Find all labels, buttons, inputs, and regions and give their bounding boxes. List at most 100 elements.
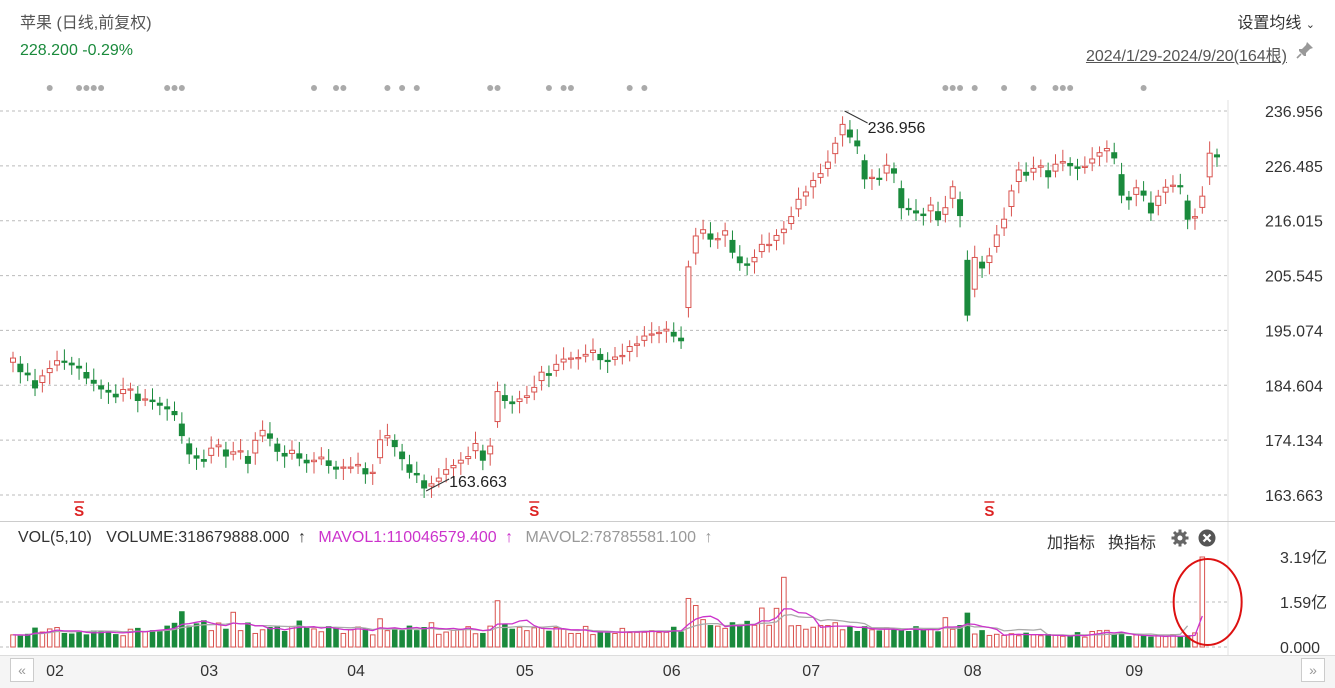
- candle: [384, 423, 391, 447]
- volume-tick-label: 1.59亿: [1280, 594, 1327, 612]
- volume-bar: [1177, 636, 1184, 648]
- event-marker: [384, 85, 391, 91]
- candle: [1199, 186, 1206, 214]
- candle: [333, 460, 340, 480]
- candle-body: [1103, 147, 1110, 152]
- pin-icon[interactable]: [1295, 40, 1315, 60]
- volume-bar: [1074, 632, 1081, 648]
- volume-bar: [164, 625, 170, 648]
- event-marker: [545, 85, 552, 91]
- candle: [560, 347, 567, 371]
- price-tick-label: 174.134: [1265, 433, 1323, 450]
- candle: [105, 382, 112, 404]
- candle: [670, 322, 677, 343]
- candle-body: [333, 466, 340, 470]
- close-icon[interactable]: [1198, 529, 1216, 547]
- candle: [1206, 141, 1213, 185]
- event-marker: [413, 85, 420, 91]
- candle-body: [714, 238, 721, 241]
- event-marker: [340, 85, 347, 91]
- candle-body: [949, 186, 956, 199]
- volume-bar: [281, 630, 288, 648]
- volume-bar: [391, 629, 398, 648]
- candle: [1015, 161, 1022, 194]
- scroll-right-button[interactable]: »: [1301, 658, 1325, 682]
- event-marker: [1030, 85, 1037, 91]
- candle-body: [766, 243, 773, 247]
- candle-body: [90, 379, 97, 384]
- candle-body: [457, 459, 464, 464]
- candle: [773, 229, 780, 251]
- candle: [1045, 162, 1052, 189]
- candle-body: [83, 371, 90, 379]
- volume-bar: [1082, 636, 1088, 648]
- volume-bar: [443, 631, 449, 648]
- event-marker: [1059, 85, 1066, 91]
- candle-body: [164, 406, 171, 410]
- volume-bar: [700, 619, 706, 648]
- ma-setting-button[interactable]: 设置均线 ⌄: [1237, 9, 1315, 33]
- candle-body: [597, 353, 604, 361]
- candle: [303, 453, 310, 473]
- candle-body: [1147, 202, 1154, 214]
- gear-icon[interactable]: [1171, 529, 1189, 547]
- volume-bar: [553, 627, 560, 648]
- event-marker: [46, 85, 53, 91]
- candle: [729, 230, 736, 259]
- event-marker: [1052, 85, 1059, 91]
- candle-body: [24, 372, 31, 376]
- candle-body: [120, 388, 127, 395]
- candle: [76, 358, 83, 380]
- month-label: 05: [515, 663, 534, 680]
- volume-bar: [737, 625, 743, 648]
- price-tick-label: 236.956: [1265, 104, 1323, 121]
- month-label: 09: [1125, 663, 1144, 680]
- candle-body: [215, 444, 222, 448]
- candle-body: [1023, 171, 1030, 176]
- candle: [399, 443, 406, 471]
- volume-bar: [795, 625, 802, 648]
- volume-bar: [384, 630, 391, 648]
- switch-indicator-button[interactable]: 换指标: [1108, 535, 1157, 552]
- candle: [134, 386, 141, 413]
- candle: [377, 429, 384, 464]
- volume-bar: [524, 630, 530, 648]
- candle-body: [465, 456, 472, 460]
- volume-bar: [891, 629, 897, 648]
- date-range-link[interactable]: 2024/1/29-2024/9/20(164根): [1085, 48, 1287, 65]
- volume-bar: [105, 631, 112, 648]
- volume-bar: [582, 625, 589, 648]
- candle-body: [758, 243, 765, 253]
- volume-bar: [325, 626, 332, 648]
- candle: [905, 198, 912, 216]
- volume-bar: [98, 631, 104, 648]
- volume-bar: [971, 633, 978, 648]
- candle: [957, 191, 964, 228]
- add-indicator-button[interactable]: 加指标: [1047, 535, 1096, 552]
- volume-bar: [113, 634, 119, 648]
- candle-body: [619, 354, 626, 358]
- candle-body: [230, 451, 237, 455]
- candle: [156, 396, 163, 416]
- candle-body: [810, 179, 817, 188]
- volume-bar: [1148, 636, 1154, 648]
- candle: [178, 412, 185, 444]
- candle: [964, 250, 971, 322]
- candle: [428, 475, 435, 498]
- volume-bar: [744, 620, 750, 648]
- price-tick-label: 226.485: [1265, 159, 1323, 176]
- volume-bar: [1104, 629, 1110, 648]
- candle-body: [244, 455, 251, 464]
- candle: [274, 437, 281, 462]
- scroll-left-button[interactable]: «: [10, 658, 34, 682]
- volume-bar: [832, 622, 839, 648]
- candle: [1133, 179, 1140, 207]
- volume-bar: [648, 630, 655, 648]
- candle-body: [76, 365, 83, 369]
- volume-bar: [546, 630, 552, 648]
- candle-body: [516, 398, 523, 403]
- volume-bar: [1133, 634, 1140, 648]
- candle-body: [193, 455, 200, 459]
- candle: [1125, 190, 1132, 210]
